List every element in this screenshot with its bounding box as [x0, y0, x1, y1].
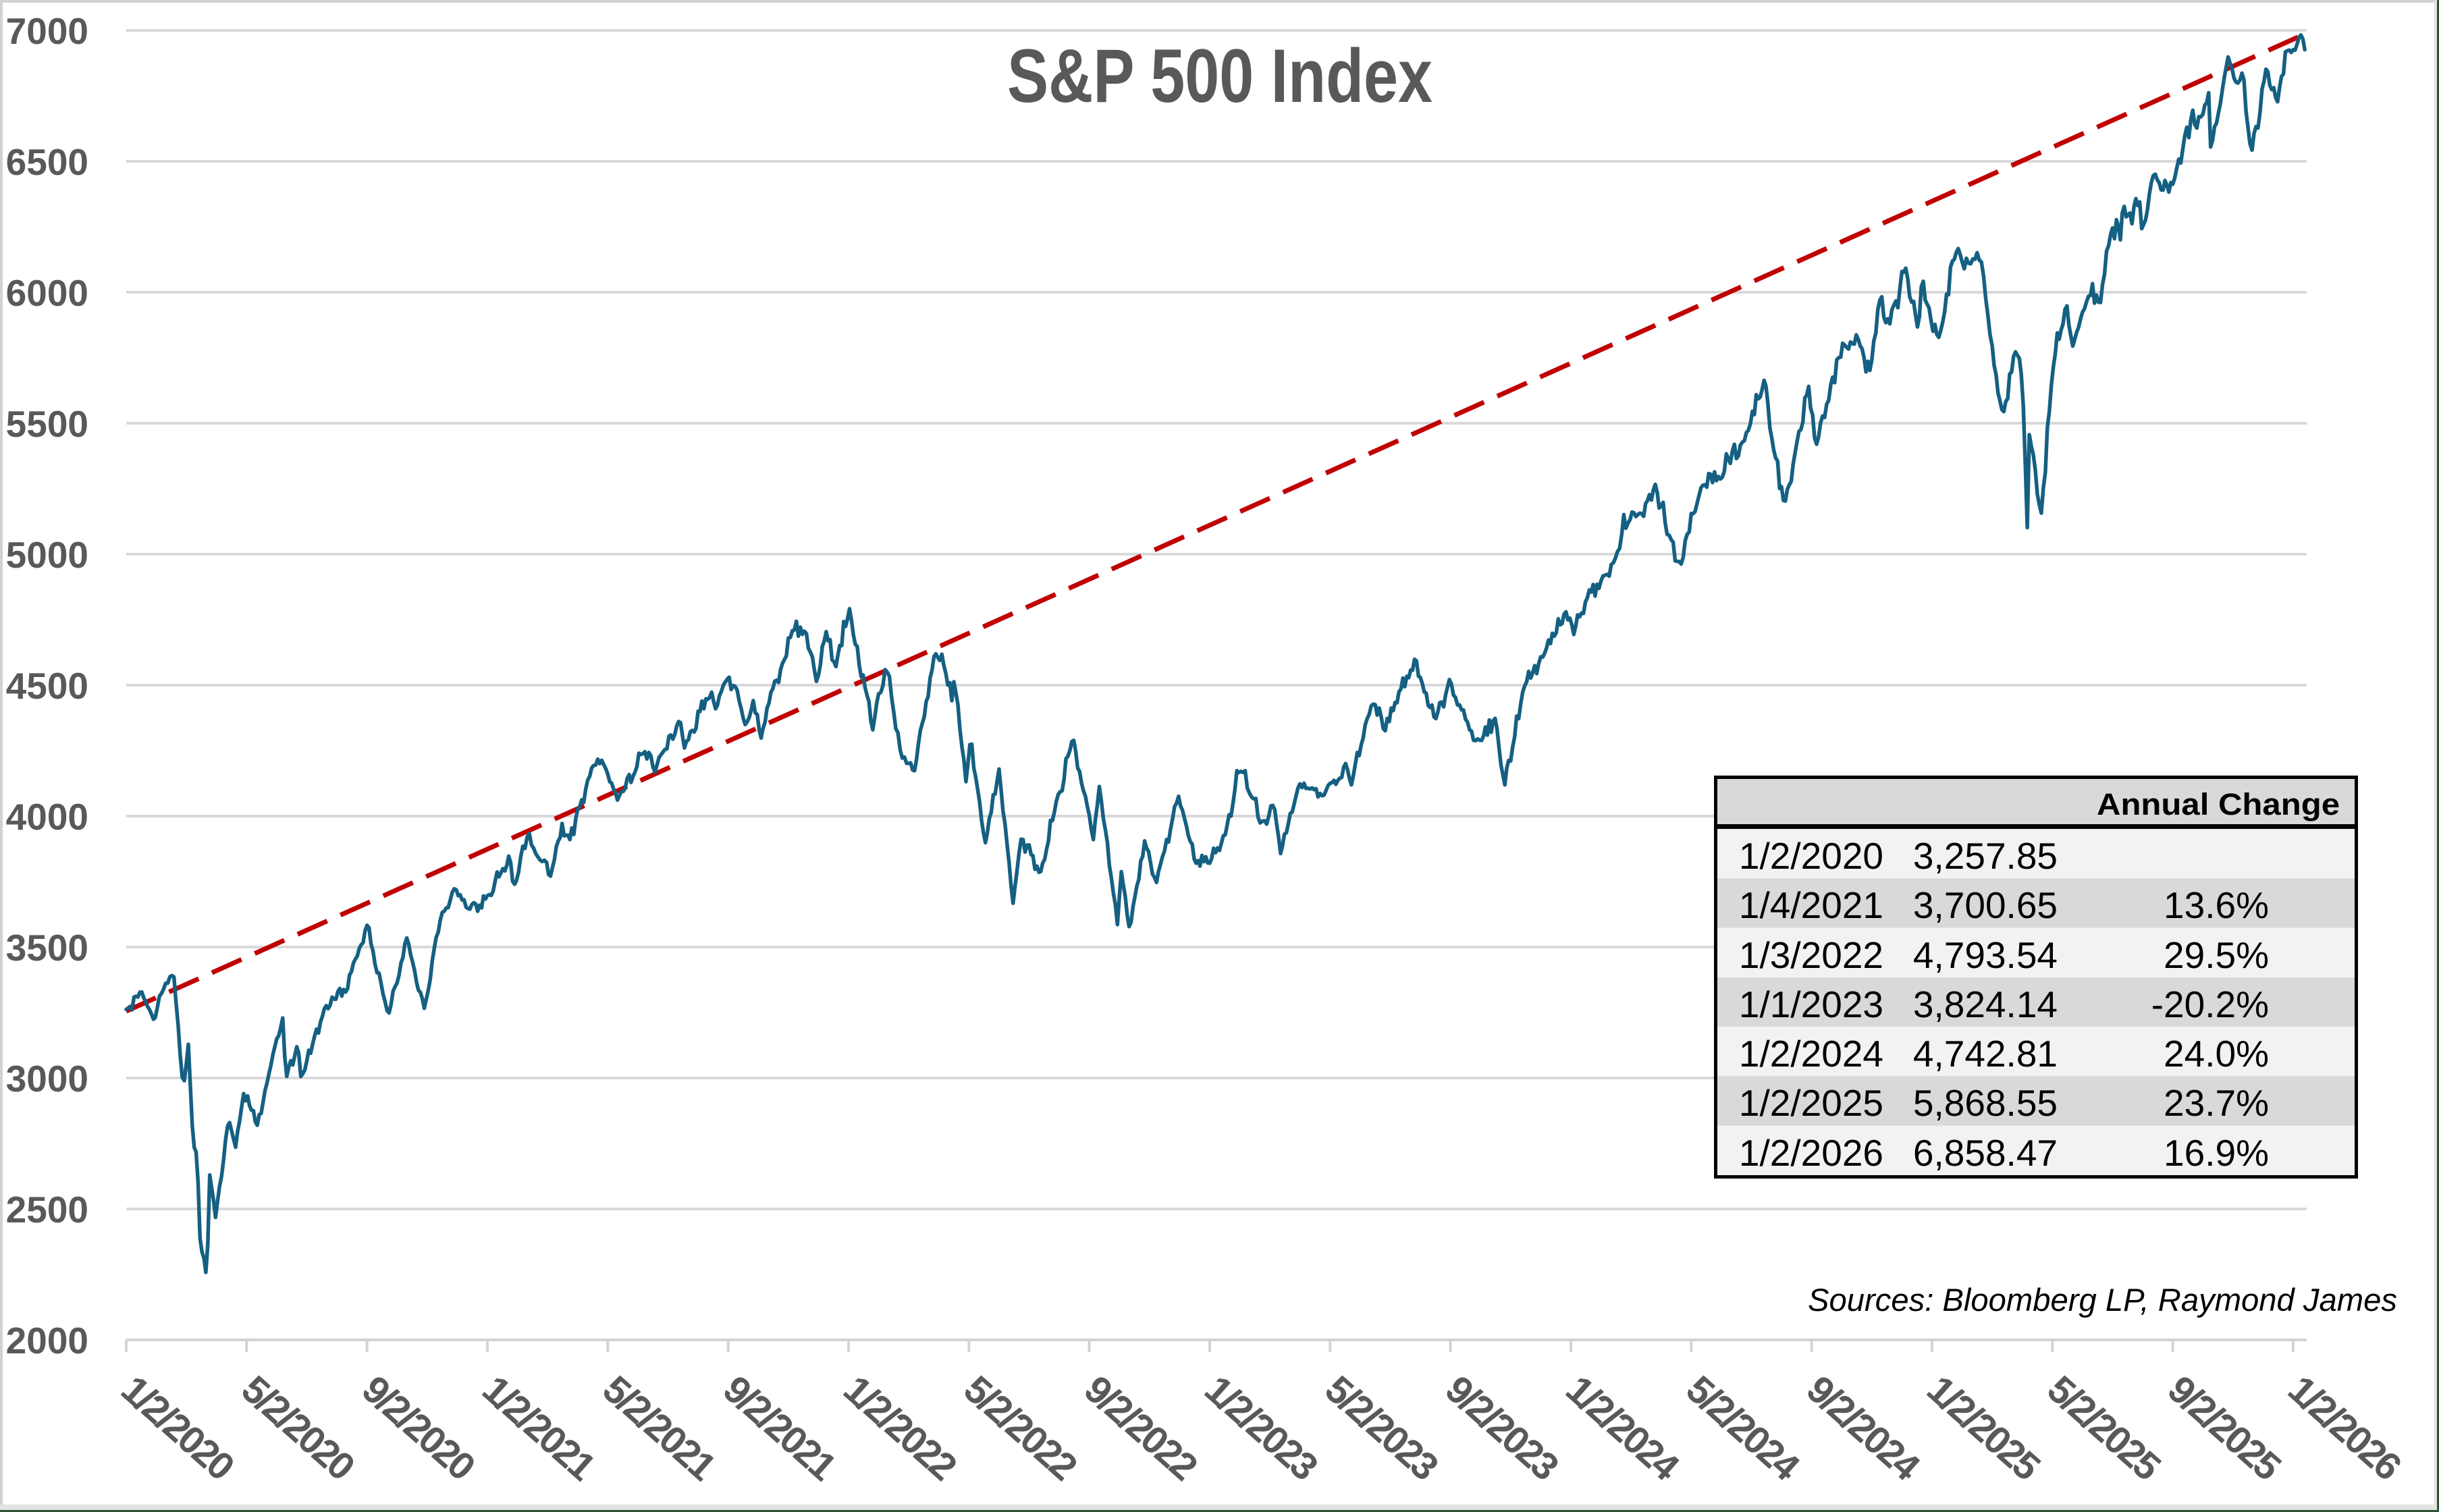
svg-text:1/1/2023: 1/1/2023 — [1739, 983, 1883, 1025]
svg-text:4,793.54: 4,793.54 — [1913, 934, 2058, 976]
svg-text:29.5%: 29.5% — [2164, 934, 2269, 976]
svg-text:3,700.65: 3,700.65 — [1913, 884, 2058, 926]
svg-text:1/2/2026: 1/2/2026 — [1739, 1132, 1883, 1174]
svg-text:13.6%: 13.6% — [2164, 884, 2269, 926]
svg-text:2500: 2500 — [6, 1189, 88, 1231]
svg-text:7000: 7000 — [6, 10, 88, 52]
svg-text:16.9%: 16.9% — [2164, 1132, 2269, 1174]
svg-text:5500: 5500 — [6, 403, 88, 445]
svg-text:1/2/2025: 1/2/2025 — [1739, 1082, 1883, 1124]
svg-text:1/2/2020: 1/2/2020 — [1739, 835, 1883, 877]
svg-text:24.0%: 24.0% — [2164, 1033, 2269, 1075]
svg-text:6500: 6500 — [6, 141, 88, 183]
svg-text:3,257.85: 3,257.85 — [1913, 835, 2058, 877]
svg-text:4000: 4000 — [6, 796, 88, 838]
svg-text:4500: 4500 — [6, 665, 88, 707]
svg-text:4,742.81: 4,742.81 — [1913, 1033, 2058, 1075]
svg-text:6,858.47: 6,858.47 — [1913, 1132, 2058, 1174]
svg-text:3500: 3500 — [6, 927, 88, 969]
svg-text:2000: 2000 — [6, 1320, 88, 1361]
svg-text:Sources: Bloomberg LP, Raymond: Sources: Bloomberg LP, Raymond James — [1808, 1282, 2397, 1318]
svg-text:1/4/2021: 1/4/2021 — [1739, 884, 1883, 926]
svg-text:5000: 5000 — [6, 534, 88, 576]
svg-text:23.7%: 23.7% — [2164, 1082, 2269, 1124]
svg-text:5,868.55: 5,868.55 — [1913, 1082, 2058, 1124]
svg-text:S&P 500 Index: S&P 500 Index — [1007, 34, 1432, 118]
svg-text:3000: 3000 — [6, 1058, 88, 1100]
svg-text:-20.2%: -20.2% — [2151, 983, 2269, 1025]
svg-text:3,824.14: 3,824.14 — [1913, 983, 2058, 1025]
svg-text:6000: 6000 — [6, 272, 88, 314]
svg-text:1/2/2024: 1/2/2024 — [1739, 1033, 1883, 1075]
svg-text:1/3/2022: 1/3/2022 — [1739, 934, 1883, 976]
svg-text:Annual Change: Annual Change — [2097, 787, 2340, 821]
